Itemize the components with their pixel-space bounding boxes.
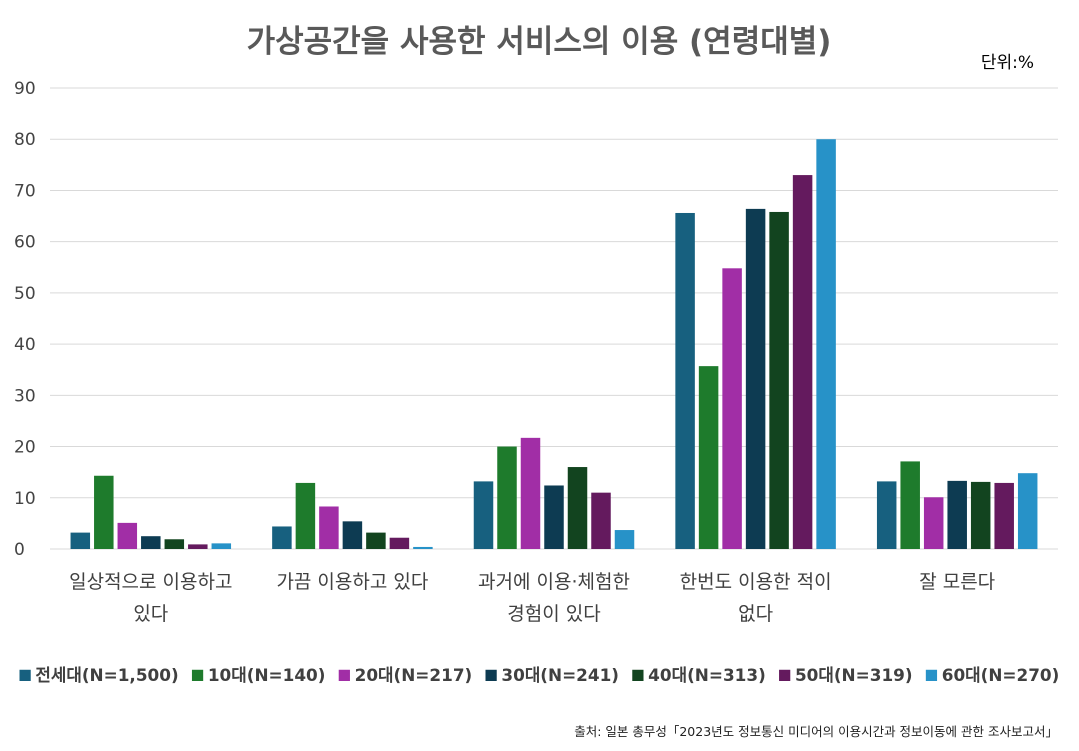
chart-title: 가상공간을 사용한 서비스의 이용 (연령대별)	[247, 24, 832, 60]
legend-item: 전세대(N=1,500)	[19, 665, 179, 685]
y-tick-label: 30	[14, 386, 36, 406]
bar	[947, 480, 967, 549]
bar	[497, 446, 517, 549]
bar	[994, 482, 1014, 549]
legend-label: 10대(N=140)	[208, 665, 326, 685]
bar	[117, 522, 138, 549]
bar	[900, 461, 920, 549]
y-tick-label: 10	[14, 489, 36, 509]
bar	[141, 536, 161, 549]
bars	[70, 139, 1038, 550]
category-label: 없다	[738, 603, 773, 625]
bar	[319, 506, 339, 549]
category-label: 한번도 이용한 적이	[680, 571, 832, 593]
y-tick-label: 40	[14, 335, 36, 355]
legend-swatch	[191, 669, 204, 681]
y-tick-label: 50	[14, 284, 36, 304]
bar	[792, 175, 813, 550]
bar	[1017, 473, 1038, 549]
bar	[473, 481, 494, 549]
unit-label: 단위:%	[981, 53, 1034, 73]
bar	[745, 208, 766, 549]
source-note: 출처: 일본 총무성「2023년도 정보통신 미디어의 이용시간과 정보이동에 …	[574, 724, 1058, 739]
bar	[876, 481, 897, 549]
bar	[698, 366, 719, 549]
category-label: 잘 모른다	[919, 571, 995, 593]
legend-label: 40대(N=313)	[648, 665, 766, 685]
bar	[366, 532, 386, 549]
bar	[614, 530, 635, 549]
y-tick-label: 90	[14, 79, 36, 99]
bar	[413, 546, 433, 549]
y-tick-label: 70	[14, 181, 36, 201]
legend-item: 40대(N=313)	[632, 665, 766, 685]
y-tick-label: 20	[14, 438, 36, 458]
legend-label: 20대(N=217)	[355, 665, 473, 685]
bar	[675, 212, 695, 549]
y-tick-label: 60	[14, 233, 36, 253]
legend-swatch	[19, 669, 31, 681]
legend-swatch	[338, 669, 350, 681]
category-label: 경험이 있다	[507, 603, 600, 625]
legend-swatch	[632, 669, 644, 681]
bar	[816, 139, 836, 549]
y-tick-label: 0	[14, 540, 25, 560]
legend-label: 60대(N=270)	[942, 665, 1060, 685]
y-axis-ticks: 0 10 20 30 40 50 60 70 80 90	[14, 79, 36, 560]
y-tick-label: 80	[14, 130, 36, 150]
bar	[970, 481, 991, 549]
bar	[544, 485, 564, 549]
bar	[520, 437, 541, 549]
bar	[769, 211, 789, 550]
legend-item: 50대(N=319)	[779, 665, 913, 685]
category-label: 과거에 이용·체험한	[478, 571, 630, 593]
bar	[164, 539, 185, 549]
bar	[295, 482, 316, 549]
category-label: 있다	[133, 603, 168, 625]
legend: 전세대(N=1,500) 10대(N=140) 20대(N=217) 30대(N=24…	[19, 665, 1060, 685]
bar	[211, 543, 232, 549]
bar	[342, 521, 363, 549]
bar	[389, 537, 410, 549]
legend-label: 30대(N=241)	[501, 665, 619, 685]
bar	[722, 268, 742, 549]
bar	[94, 475, 114, 549]
legend-swatch	[779, 669, 791, 681]
gridlines	[50, 87, 1058, 550]
legend-swatch	[925, 669, 938, 681]
legend-label: 50대(N=319)	[795, 665, 913, 685]
legend-item: 10대(N=140)	[191, 665, 326, 685]
category-label: 가끔 이용하고 있다	[276, 571, 428, 593]
legend-label: 전세대(N=1,500)	[35, 665, 178, 685]
legend-item: 60대(N=270)	[925, 665, 1060, 685]
legend-item: 30대(N=241)	[485, 665, 619, 685]
legend-swatch	[485, 669, 497, 681]
bar	[923, 497, 944, 549]
legend-item: 20대(N=217)	[338, 665, 473, 685]
bar	[188, 544, 208, 549]
bar	[591, 492, 611, 549]
bar	[567, 467, 588, 549]
bar	[70, 532, 91, 549]
bar	[272, 526, 292, 549]
category-label: 일상적으로 이용하고	[69, 571, 232, 593]
